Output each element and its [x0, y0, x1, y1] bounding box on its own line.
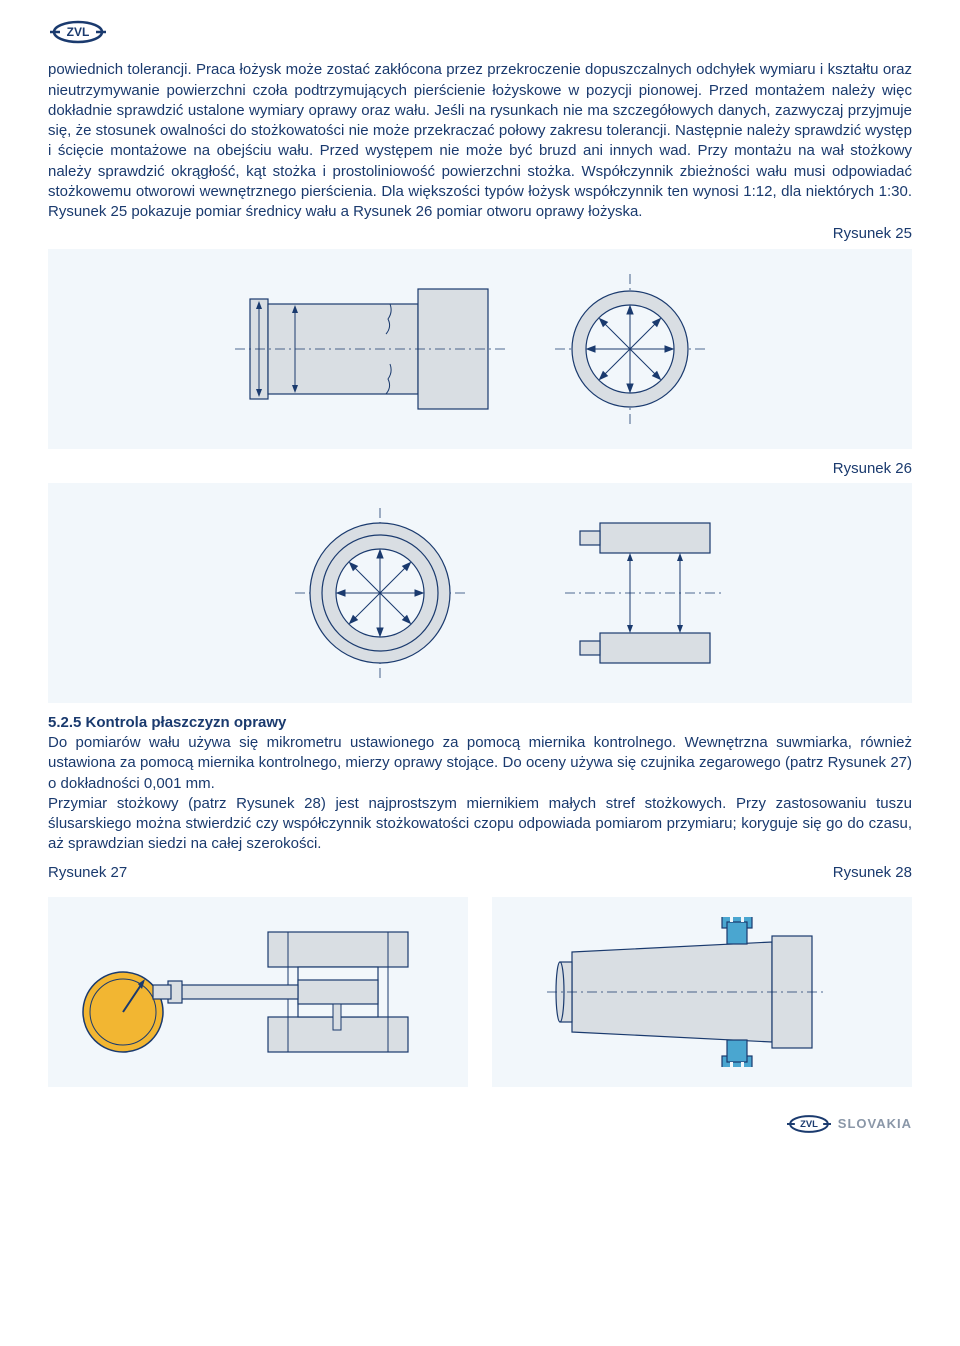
figure-28 — [492, 897, 912, 1087]
figure-27-label: Rysunek 27 — [48, 863, 127, 883]
figure-26 — [48, 483, 912, 703]
figure-25-label: Rysunek 25 — [48, 224, 912, 244]
figure-25 — [48, 249, 912, 449]
brand-logo-top: ZVL — [48, 18, 912, 52]
paragraph-1: powiednich tolerancji. Praca łożysk może… — [48, 60, 912, 222]
paragraph-3: Przymiar stożkowy (patrz Rysunek 28) jes… — [48, 794, 912, 855]
paragraph-2: Do pomiarów wału używa się mikrometru us… — [48, 733, 912, 794]
figure-28-svg — [512, 917, 892, 1067]
brand-suffix: SLOVAKIA — [838, 1115, 912, 1133]
brand-logo-footer: ZVL SLOVAKIA — [48, 1113, 912, 1135]
figure-26-svg — [130, 503, 830, 683]
figure-25-svg — [130, 269, 830, 429]
figure-26-label: Rysunek 26 — [48, 459, 912, 479]
figure-27 — [48, 897, 468, 1087]
svg-text:ZVL: ZVL — [800, 1118, 818, 1129]
figure-28-label: Rysunek 28 — [833, 863, 912, 883]
figure-27-svg — [68, 917, 448, 1067]
section-heading: 5.2.5 Kontrola płaszczyzn oprawy — [48, 713, 912, 733]
svg-text:ZVL: ZVL — [67, 25, 90, 39]
